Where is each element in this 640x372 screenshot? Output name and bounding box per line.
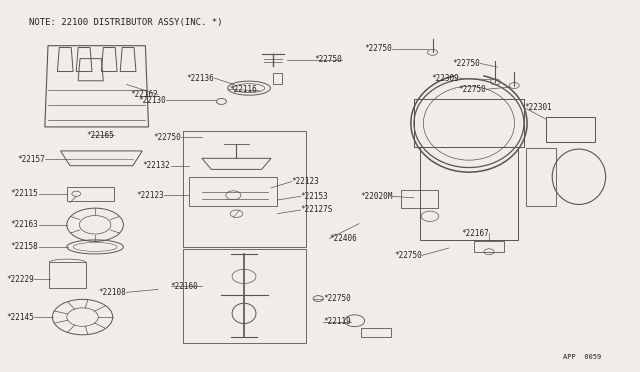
Text: *22750: *22750 xyxy=(365,44,392,53)
Text: *22145: *22145 xyxy=(6,312,34,321)
Bar xyxy=(546,117,595,142)
Text: *22163: *22163 xyxy=(11,220,38,229)
Text: *22750: *22750 xyxy=(323,294,351,303)
Text: *22153: *22153 xyxy=(301,192,328,201)
Text: *22301: *22301 xyxy=(524,103,552,112)
Text: *22119: *22119 xyxy=(323,317,351,326)
Text: *22750: *22750 xyxy=(154,133,181,142)
Text: *22750: *22750 xyxy=(452,59,480,68)
Text: *22167: *22167 xyxy=(461,229,489,238)
Bar xyxy=(361,328,391,337)
Text: *22750: *22750 xyxy=(459,85,486,94)
Text: *22123: *22123 xyxy=(136,191,164,200)
Bar xyxy=(183,131,306,247)
Text: APP  0059: APP 0059 xyxy=(563,353,602,359)
Text: *22162: *22162 xyxy=(130,90,158,99)
Text: *22115: *22115 xyxy=(11,189,38,198)
Text: *22160: *22160 xyxy=(170,282,198,291)
Text: *22309: *22309 xyxy=(432,74,460,83)
Text: *22123: *22123 xyxy=(292,177,319,186)
Text: *22116: *22116 xyxy=(229,85,257,94)
Bar xyxy=(273,73,282,84)
Bar xyxy=(474,241,504,252)
Text: *22020M: *22020M xyxy=(360,192,392,201)
Text: *22229: *22229 xyxy=(6,275,34,283)
Text: *22165: *22165 xyxy=(86,131,114,140)
Text: *22132: *22132 xyxy=(143,161,170,170)
Bar xyxy=(49,262,86,288)
Text: *22158: *22158 xyxy=(11,243,38,251)
Text: *22136: *22136 xyxy=(187,74,214,83)
Text: *22750: *22750 xyxy=(314,55,342,64)
Bar xyxy=(401,190,438,208)
Bar xyxy=(183,249,306,343)
Text: *22130: *22130 xyxy=(138,96,166,105)
Text: NOTE: 22100 DISTRIBUTOR ASSY(INC. *): NOTE: 22100 DISTRIBUTOR ASSY(INC. *) xyxy=(29,18,223,27)
Text: *22108: *22108 xyxy=(99,288,127,297)
Bar xyxy=(525,148,556,206)
Text: *22127S: *22127S xyxy=(301,205,333,215)
Text: *22406: *22406 xyxy=(330,234,357,243)
Bar xyxy=(67,187,114,201)
Text: *22750: *22750 xyxy=(394,251,422,260)
Text: *22157: *22157 xyxy=(17,154,45,164)
